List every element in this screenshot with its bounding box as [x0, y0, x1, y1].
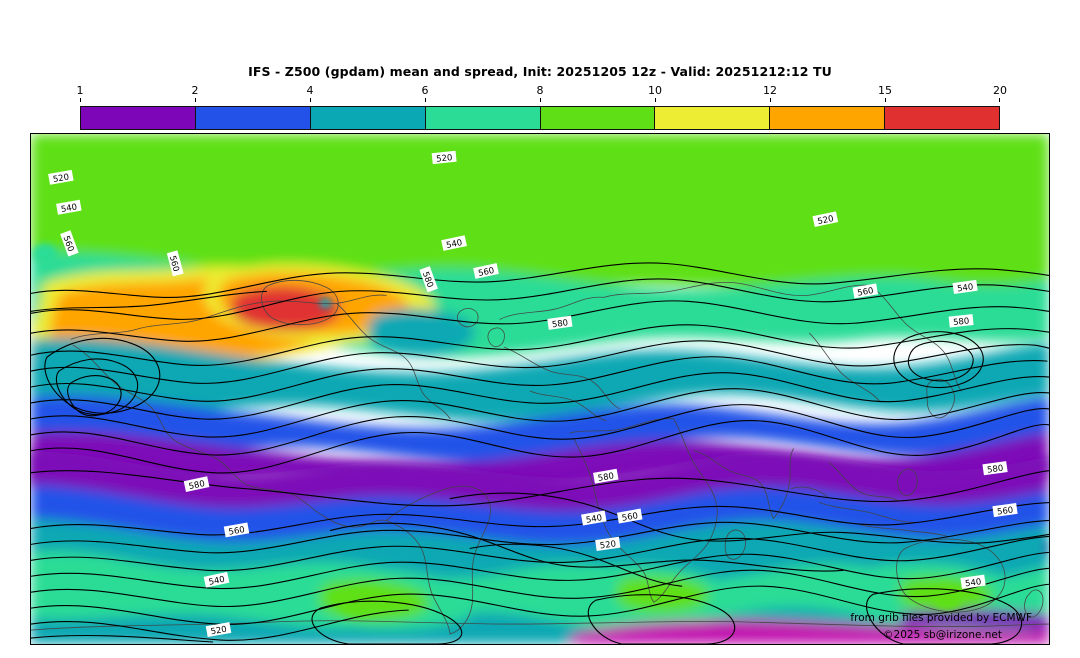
colorbar-tick-mark	[540, 98, 541, 102]
colorbar-segment-2-4	[195, 107, 311, 129]
svg-text:560: 560	[857, 285, 875, 298]
contour-label: 560	[473, 263, 499, 279]
contour-label: 540	[581, 510, 607, 526]
colorbar-tick-mark	[770, 98, 771, 102]
map-canvas: 520 520 540 560	[31, 134, 1049, 644]
contour-label: 560	[852, 283, 879, 299]
svg-text:540: 540	[208, 574, 226, 587]
contour-label: 540	[960, 574, 986, 589]
spread-field-northern	[31, 134, 1049, 495]
colorbar-tick-label: 1	[76, 84, 84, 97]
colorbar-segment-10-12	[655, 107, 771, 129]
colorbar-tick-label: 8	[536, 84, 544, 97]
svg-text:520: 520	[599, 538, 616, 550]
contour-label: 560	[616, 508, 643, 524]
colorbar-tick-label: 15	[878, 84, 892, 97]
colorbar-tick-mark	[80, 98, 81, 102]
page-title: IFS - Z500 (gpdam) mean and spread, Init…	[248, 64, 832, 79]
colorbar-tick-mark	[655, 98, 656, 102]
colorbar-segment-1-2	[81, 107, 196, 129]
contour-label: 560	[992, 502, 1018, 518]
colorbar-tick-label: 20	[993, 84, 1007, 97]
contour-label: 580	[948, 314, 974, 328]
svg-text:540: 540	[60, 201, 78, 214]
colorbar-segment-12-15	[770, 107, 886, 129]
contour-labels: 520 520 540 560	[48, 150, 1018, 638]
colorbar-tick-axis: 1 2 4 6 8 10 12 15 20	[76, 84, 1007, 102]
svg-text:560: 560	[477, 265, 495, 278]
contour-label: 580	[982, 461, 1008, 476]
contour-label: 520	[812, 211, 839, 228]
svg-text:540: 540	[585, 512, 603, 525]
height-contours	[31, 262, 1049, 644]
colorbar-tick-label: 4	[306, 84, 314, 97]
svg-text:520: 520	[816, 213, 834, 226]
colorbar-tick-label: 6	[421, 84, 429, 97]
contour-label: 540	[441, 235, 467, 251]
svg-text:560: 560	[621, 510, 639, 523]
data-source-note: from grib files provided by ECMWF	[850, 612, 1032, 624]
contour-label: 580	[593, 468, 619, 484]
contour-label: 520	[205, 622, 232, 638]
svg-text:560: 560	[168, 254, 182, 272]
colorbar-tick-label: 12	[763, 84, 777, 97]
contour-label: 560	[223, 522, 250, 538]
colorbar-gradient	[80, 106, 1000, 130]
svg-text:560: 560	[996, 504, 1013, 516]
svg-text:520: 520	[210, 624, 228, 637]
svg-text:560: 560	[228, 524, 246, 537]
contour-label: 580	[183, 476, 210, 492]
colorbar	[80, 106, 1000, 130]
svg-text:580: 580	[188, 478, 206, 491]
svg-text:580: 580	[597, 470, 615, 483]
colorbar-tick-mark	[310, 98, 311, 102]
colorbar-tick-mark	[195, 98, 196, 102]
contour-label: 560	[166, 250, 184, 277]
colorbar-tick-label: 10	[648, 84, 662, 97]
copyright-note: ©2025 sb@irizone.net	[883, 629, 1002, 641]
spread-field-southern	[31, 450, 1049, 644]
svg-text:520: 520	[52, 171, 70, 184]
contour-label: 540	[203, 571, 230, 588]
map-panel: 520 520 540 560	[30, 133, 1050, 645]
contour-label: 520	[48, 169, 74, 185]
colorbar-segment-4-6	[310, 107, 426, 129]
svg-text:580: 580	[953, 315, 970, 327]
contour-label: 520	[595, 536, 621, 551]
contour-label: 540	[952, 279, 978, 294]
svg-text:540: 540	[956, 281, 973, 293]
svg-text:520: 520	[436, 152, 453, 164]
contour-label: 580	[547, 315, 573, 330]
colorbar-tick-mark	[425, 98, 426, 102]
contour-label: 520	[431, 150, 457, 165]
svg-text:540: 540	[964, 576, 981, 588]
colorbar-segment-15-20	[885, 107, 999, 129]
contour-label: 540	[56, 199, 82, 215]
colorbar-segment-6-8	[425, 107, 541, 129]
svg-text:580: 580	[551, 317, 568, 329]
colorbar-tick-mark	[999, 98, 1000, 102]
colorbar-segment-8-10	[540, 107, 656, 129]
svg-text:580: 580	[986, 463, 1003, 475]
svg-text:540: 540	[445, 237, 463, 250]
colorbar-tick-label: 2	[191, 84, 199, 97]
colorbar-tick-mark	[885, 98, 886, 102]
